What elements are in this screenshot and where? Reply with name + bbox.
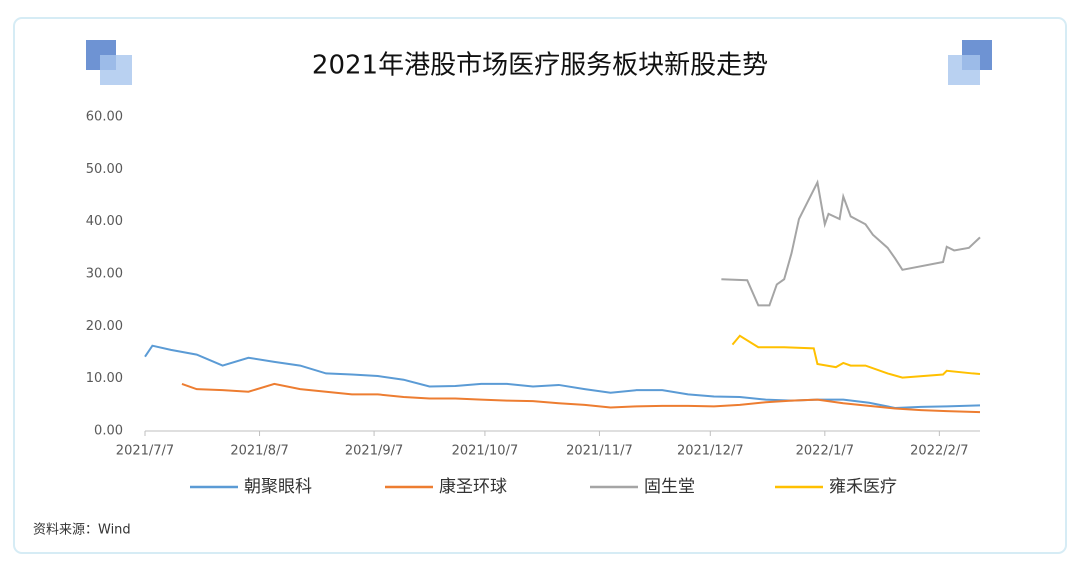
y-tick-label: 30.00 <box>86 267 123 282</box>
x-tick-label: 2021/10/7 <box>452 444 519 459</box>
line <box>144 344 981 409</box>
x-tick-label: 2021/12/7 <box>677 444 744 459</box>
x-tick-label: 2021/11/7 <box>566 444 633 459</box>
legend-label: 固生堂 <box>644 477 695 497</box>
y-tick-label: 0.00 <box>94 424 123 439</box>
legend-label: 雍禾医疗 <box>829 477 897 497</box>
x-tick-label: 2022/2/7 <box>910 444 968 459</box>
card <box>13 17 1067 554</box>
x-tick-label: 2021/7/7 <box>116 444 174 459</box>
y-tick-label: 10.00 <box>86 371 123 386</box>
y-tick-label: 20.00 <box>86 319 123 334</box>
x-tick-label: 2021/8/7 <box>230 444 288 459</box>
chart-title: 2021年港股市场医疗服务板块新股走势 <box>312 51 768 81</box>
y-tick-label: 40.00 <box>86 214 123 229</box>
line <box>731 334 981 379</box>
source: 资料来源：Wind <box>33 523 131 538</box>
legend-label: 朝聚眼科 <box>244 477 312 497</box>
line <box>181 382 981 414</box>
x-tick-label: 2021/9/7 <box>345 444 403 459</box>
y-tick-label: 60.00 <box>86 110 123 125</box>
line <box>721 179 981 307</box>
decor <box>100 55 132 85</box>
decor <box>948 55 980 85</box>
x-tick-label: 2022/1/7 <box>796 444 854 459</box>
y-tick-label: 50.00 <box>86 162 123 177</box>
legend-label: 康圣环球 <box>439 477 507 497</box>
